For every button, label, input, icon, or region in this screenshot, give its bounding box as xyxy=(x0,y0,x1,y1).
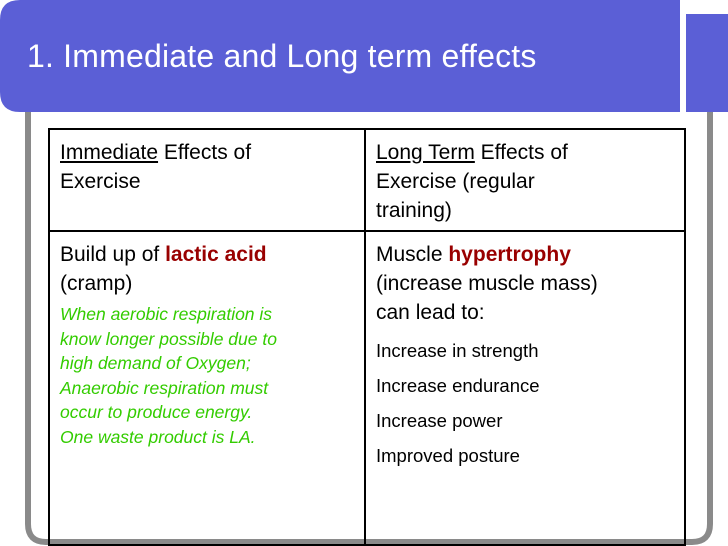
long-term-header-text-3: training) xyxy=(376,199,452,222)
effects-table: Immediate Effects of Exercise Long Term … xyxy=(48,128,686,546)
long-term-effects-cell: Muscle hypertrophy (increase muscle mass… xyxy=(364,230,686,477)
hypertrophy-keyword: hypertrophy xyxy=(448,243,571,266)
lactic-acid-keyword: lactic acid xyxy=(165,243,267,266)
muscle-mass-text: (increase muscle mass) xyxy=(376,272,598,295)
table-blank-row xyxy=(48,477,686,546)
slide-title: 1. Immediate and Long term effects xyxy=(27,38,537,74)
title-bar xyxy=(0,0,680,112)
hypertrophy-prefix: Muscle xyxy=(376,243,449,266)
immediate-header-text: Effects of xyxy=(158,141,252,164)
immediate-header-text-2: Exercise xyxy=(60,170,141,193)
blank-cell-left xyxy=(48,477,366,546)
note-line: Anaerobic respiration must xyxy=(60,377,269,398)
list-item: Increase endurance xyxy=(376,375,540,396)
anaerobic-note: When aerobic respiration is know longer … xyxy=(60,302,354,449)
cramp-text: (cramp) xyxy=(60,272,133,295)
note-line: high demand of Oxygen; xyxy=(60,353,251,373)
list-item: Increase power xyxy=(376,410,503,431)
note-line: One waste product is LA. xyxy=(60,426,256,447)
immediate-header-emphasis: Immediate xyxy=(60,141,159,164)
long-term-header-text: Effects of xyxy=(474,141,568,164)
note-line: When aerobic respiration is xyxy=(60,304,273,324)
table-header-row: Immediate Effects of Exercise Long Term … xyxy=(48,128,686,232)
lactic-acid-prefix: Build up of xyxy=(60,243,166,266)
immediate-effects-cell: Build up of lactic acid (cramp) When aer… xyxy=(48,230,366,477)
long-term-header-cell: Long Term Effects of Exercise (regular t… xyxy=(364,128,686,232)
title-accent-block xyxy=(686,14,728,112)
list-item: Increase in strength xyxy=(376,340,539,361)
table-content-row: Build up of lactic acid (cramp) When aer… xyxy=(48,230,686,477)
long-term-header-emphasis: Long Term xyxy=(376,141,475,164)
blank-cell-right xyxy=(364,477,686,546)
list-item: Improved posture xyxy=(376,445,520,466)
immediate-header-cell: Immediate Effects of Exercise xyxy=(48,128,366,232)
long-term-header-text-2: Exercise (regular xyxy=(376,170,535,193)
lead-to-text: can lead to: xyxy=(376,301,485,324)
note-line: occur to produce energy. xyxy=(60,402,253,422)
note-line: know longer possible due to xyxy=(60,328,277,349)
